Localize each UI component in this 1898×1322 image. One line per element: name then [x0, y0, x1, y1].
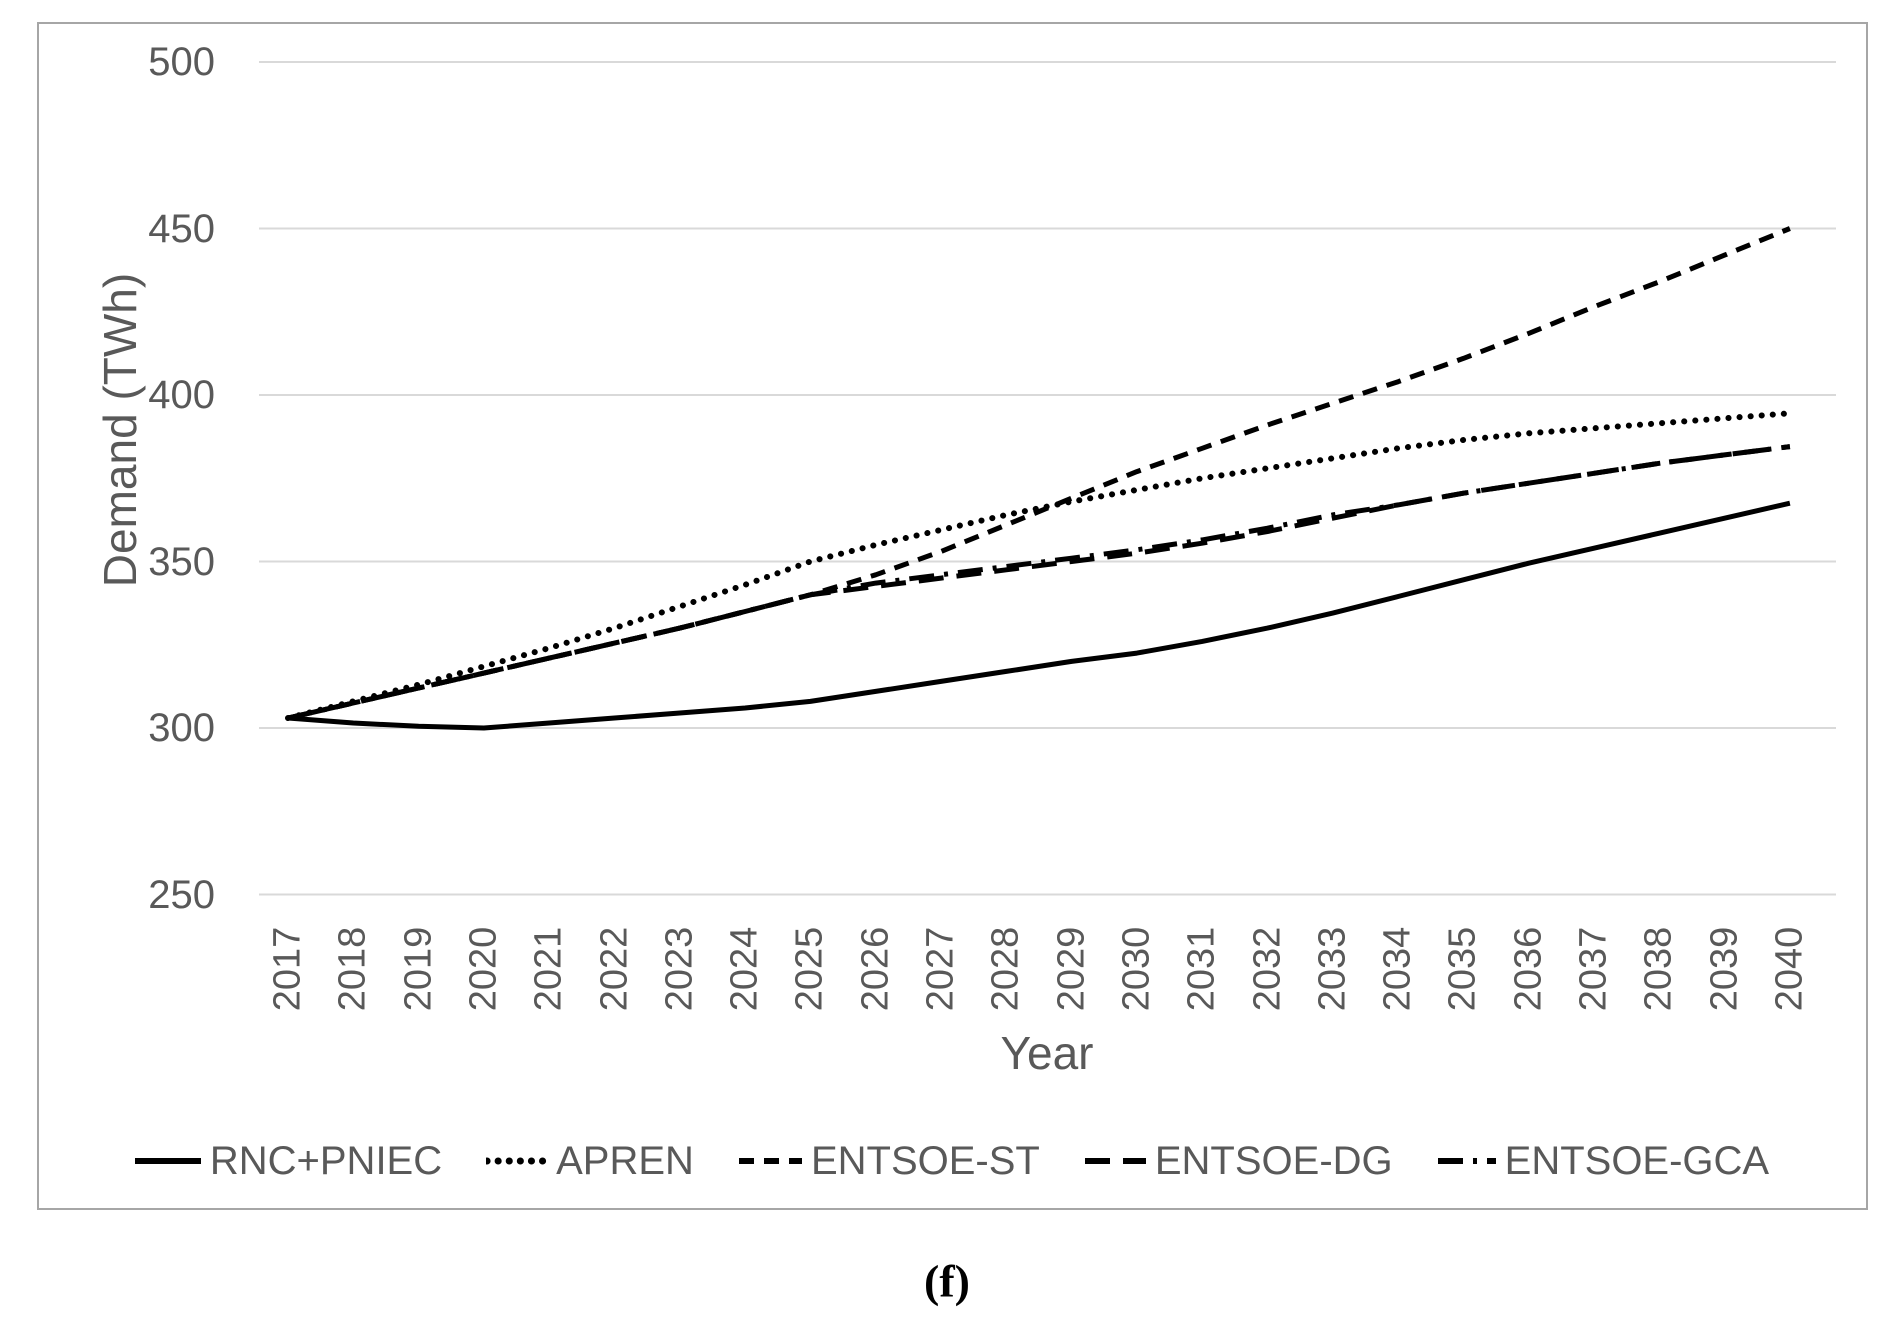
- series-line-apren: [285, 410, 1793, 721]
- figure-caption: (f): [924, 1255, 970, 1307]
- y-axis-title: Demand (TWh): [94, 272, 146, 588]
- x-tick-label: 2029: [1050, 926, 1093, 1012]
- x-tick-label: 2017: [266, 926, 309, 1012]
- x-tick-label: 2035: [1441, 926, 1484, 1012]
- gridlines: [259, 61, 1836, 896]
- x-tick-label: 2021: [527, 926, 570, 1012]
- legend-swatch-solid: [134, 1158, 201, 1164]
- x-axis-title: Year: [1000, 1027, 1094, 1079]
- y-tick-label: 450: [148, 206, 215, 251]
- x-tick-label: 2033: [1311, 926, 1354, 1012]
- x-tick-label: 2027: [919, 926, 962, 1012]
- x-tick-label: 2038: [1637, 926, 1680, 1012]
- x-tick-label: 2025: [788, 926, 831, 1012]
- x-tick-label: 2036: [1507, 926, 1550, 1012]
- x-tick-label: 2020: [462, 926, 505, 1012]
- legend-item-apren: APREN: [486, 1139, 694, 1184]
- x-tick-label: 2026: [854, 926, 897, 1012]
- x-tick-label: 2034: [1376, 926, 1419, 1012]
- x-tick-label: 2039: [1703, 926, 1746, 1012]
- series-line-rnc-pniec: [287, 500, 1791, 731]
- y-tick-label: 350: [148, 539, 215, 584]
- series-line-entsoe-dg: [287, 444, 1791, 721]
- y-tick-label: 250: [148, 872, 215, 917]
- x-tick-label: 2023: [658, 926, 701, 1012]
- legend-item-entsoe-st: ENTSOE-ST: [738, 1139, 1040, 1184]
- chart-legend: RNC+PNIEC APREN ENTSOE-ST ENTSOE-DG ENTSOE-G…: [37, 1130, 1866, 1192]
- legend-item-entsoe-gca: ENTSOE-GCA: [1437, 1139, 1769, 1184]
- x-tick-label: 2022: [593, 926, 635, 1012]
- legend-item-entsoe-dg: ENTSOE-DG: [1084, 1139, 1393, 1184]
- legend-swatch-long-dash: [1084, 1158, 1146, 1164]
- x-tick-label: 2030: [1115, 926, 1158, 1012]
- legend-label: ENTSOE-GCA: [1504, 1138, 1770, 1183]
- x-tick-label: 2018: [331, 926, 374, 1012]
- series-line-entsoe-gca: [287, 444, 1791, 721]
- series-line-entsoe-st: [287, 226, 1791, 721]
- y-tick-label: 400: [148, 373, 215, 417]
- legend-swatch-dash-dot: [1437, 1158, 1496, 1164]
- x-tick-label: 2028: [984, 926, 1027, 1012]
- legend-label: APREN: [556, 1138, 694, 1183]
- x-tick-label: 2031: [1180, 926, 1223, 1012]
- legend-swatch-dashed: [738, 1158, 802, 1164]
- chart-frame: [37, 22, 1868, 1210]
- x-tick-label: 2024: [723, 926, 766, 1012]
- y-tick-label: 500: [148, 40, 215, 84]
- legend-item-rnc-pniec: RNC+PNIEC: [134, 1139, 442, 1184]
- series-lines: [285, 226, 1793, 731]
- x-tick-label: 2037: [1572, 926, 1615, 1012]
- x-tick-label: 2040: [1768, 926, 1811, 1012]
- y-tick-label: 300: [148, 706, 215, 750]
- legend-swatch-dotted: [486, 1157, 549, 1165]
- legend-label: RNC+PNIEC: [209, 1138, 443, 1183]
- legend-label: ENTSOE-ST: [810, 1138, 1040, 1183]
- x-tick-label: 2019: [397, 926, 440, 1012]
- x-tick-label: 2032: [1246, 926, 1288, 1012]
- legend-label: ENTSOE-DG: [1154, 1138, 1393, 1183]
